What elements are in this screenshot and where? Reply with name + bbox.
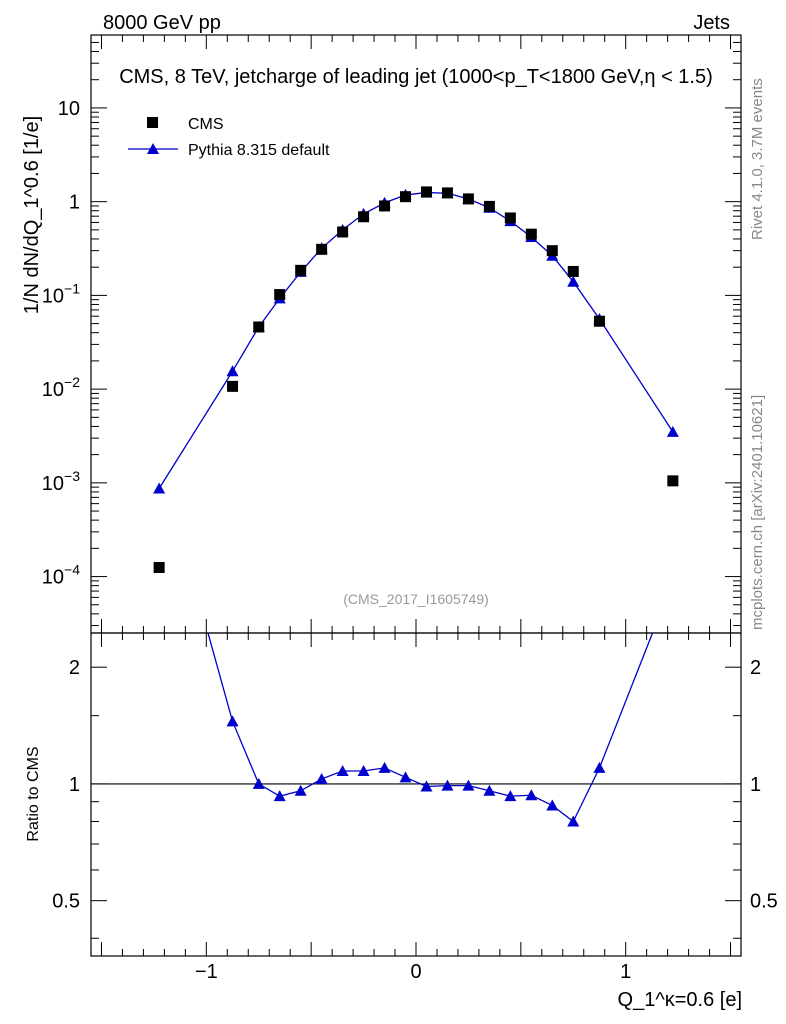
y-tick-label: 10−1: [42, 280, 80, 307]
data-point: [546, 245, 558, 257]
ratio-tick-label-left: 2: [69, 657, 80, 679]
header-right: Jets: [693, 12, 730, 34]
y-tick-label: 10−3: [42, 468, 80, 495]
ratio-series: [207, 633, 654, 827]
chart-title: CMS, 8 TeV, jetcharge of leading jet (10…: [119, 66, 713, 88]
data-point: [153, 561, 165, 573]
data-point: [358, 211, 370, 223]
data-point: [337, 226, 349, 238]
ratio-point: [462, 779, 475, 791]
data-point: [274, 289, 286, 301]
x-tick-label: 1: [620, 961, 631, 983]
ratio-point: [483, 784, 496, 796]
legend-cms-marker: [147, 117, 158, 128]
ratio-tick-label-left: 0.5: [52, 891, 80, 913]
ratio-point: [525, 789, 538, 801]
data-point: [593, 315, 605, 327]
y-tick-label: 10: [58, 98, 80, 120]
ratio-point: [420, 780, 433, 792]
ratio-point: [378, 761, 391, 773]
ratio-point: [336, 764, 349, 776]
ratio-tick-label-right: 0.5: [750, 891, 778, 913]
data-point: [253, 321, 265, 333]
ratio-point: [399, 771, 412, 783]
mcplots-label: mcplots.cern.ch [arXiv:2401.10621]: [749, 395, 766, 630]
x-axis-label: Q_1^κ=0.6 [e]: [618, 989, 742, 1011]
ratio-tick-label-right: 1: [750, 774, 761, 796]
mc-line: [158, 191, 674, 489]
data-point: [667, 475, 679, 487]
legend: CMS Pythia 8.315 default: [128, 116, 330, 159]
ratio-panel-frame: [90, 632, 742, 957]
data-series: [153, 186, 679, 573]
data-point: [441, 187, 453, 199]
header-left: 8000 GeV pp: [103, 12, 221, 34]
ratio-point: [504, 790, 517, 802]
x-tick-label: −1: [195, 961, 218, 983]
y-tick-label: 10−4: [42, 562, 80, 589]
data-point: [504, 212, 516, 224]
data-point: [462, 193, 474, 205]
y-tick-label: 10−2: [42, 374, 80, 401]
data-point: [379, 200, 391, 212]
ratio-tick-label-left: 1: [69, 774, 80, 796]
data-point: [483, 200, 495, 212]
data-point: [567, 265, 579, 277]
data-point: [227, 380, 239, 392]
legend-mc-marker: [147, 143, 159, 154]
ratio-point: [315, 772, 328, 784]
ratio-tick-label-right: 2: [750, 657, 761, 679]
ratio-point: [294, 784, 307, 796]
mc-point: [226, 365, 239, 377]
watermark: (CMS_2017_I1605749): [343, 591, 489, 607]
data-point: [316, 243, 328, 255]
data-point: [295, 264, 307, 276]
data-point: [420, 186, 432, 198]
y-axis-label: 1/N dN/dQ_1^0.6 [1/e]: [21, 116, 43, 314]
mc-point: [567, 275, 580, 287]
legend-mc-label: Pythia 8.315 default: [188, 142, 330, 159]
rivet-label: Rivet 4.1.0, 3.7M events: [749, 78, 766, 240]
data-point: [400, 191, 412, 203]
ratio-point: [567, 815, 580, 827]
ratio-point: [226, 715, 239, 727]
legend-cms-label: CMS: [188, 116, 224, 133]
data-point: [525, 228, 537, 240]
mc-point: [153, 482, 166, 494]
ratio-point: [593, 761, 606, 773]
y-tick-label: 1: [69, 192, 80, 214]
ratio-point: [546, 799, 559, 811]
ratio-y-axis-label: Ratio to CMS: [25, 746, 42, 841]
ratio-point: [273, 790, 286, 802]
ratio-line: [207, 633, 654, 823]
mc-series: [153, 186, 679, 494]
axis-ticks: −1 0 1 10−4 10−3 10−2 10−1 1 10 0.5 0.5 1 1 2 2: [42, 35, 778, 983]
x-tick-label: 0: [410, 961, 421, 983]
ratio-point: [252, 777, 265, 789]
ratio-point: [357, 764, 370, 776]
ratio-point: [441, 779, 454, 791]
mc-point: [666, 425, 679, 437]
